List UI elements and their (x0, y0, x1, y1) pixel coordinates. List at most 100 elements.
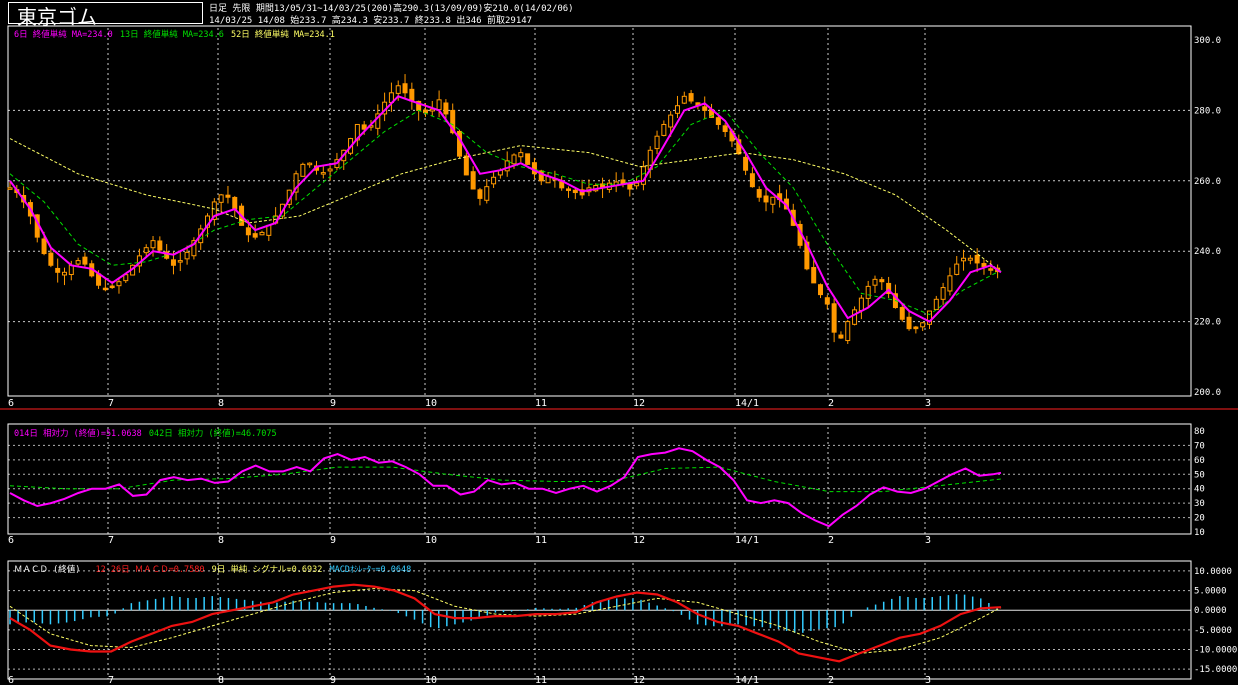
rsi-xtick-4: 10 (425, 535, 437, 546)
rsi-ytick-1: 70 (1194, 441, 1205, 451)
rsi-panel-frame (7, 423, 1192, 535)
candle-body (293, 173, 299, 193)
candle-body (872, 278, 878, 286)
ma6-line (9, 95, 1002, 323)
candle-body (756, 189, 762, 198)
candle-body (865, 285, 871, 299)
candle-body (954, 263, 960, 275)
candle-body (674, 105, 680, 114)
candles-group (7, 74, 1001, 345)
candle-body (429, 108, 435, 112)
rsi-xtick-5: 11 (535, 535, 547, 546)
candle-body (559, 181, 565, 189)
candle-body (525, 153, 531, 165)
candle-body (7, 187, 13, 190)
candle-body (150, 240, 156, 249)
candle-body (702, 106, 708, 111)
macd-ytick-2: 0.0000 (1194, 606, 1227, 616)
legend-macd-signal: 9日 単純 シグナル=0.6932 (211, 565, 323, 575)
candle-body (259, 231, 265, 236)
rsi-xtick-8: 2 (828, 535, 834, 546)
macd-legend: ＭＡＣＤ (終値) 12-26日 ＭＡＣＤ=0.7580 9日 単純 シグナル=… (14, 563, 413, 575)
candle-body (170, 259, 176, 266)
rsi42-line (9, 466, 1002, 493)
candle-body (627, 183, 633, 190)
rsi-xtick-6: 12 (633, 535, 645, 546)
candle-body (981, 263, 987, 267)
candle-body (668, 114, 674, 128)
macd-ytick-5: -15.0000 (1194, 665, 1237, 675)
candle-body (218, 194, 224, 203)
candle-body (409, 88, 415, 102)
candle-body (157, 240, 163, 251)
macd-ytick-4: -10.0000 (1194, 646, 1237, 656)
candle-body (504, 160, 510, 172)
candle-body (879, 279, 885, 283)
candle-body (245, 227, 251, 236)
macd-xtick-6: 12 (633, 675, 645, 685)
candle-body (191, 240, 197, 257)
candle-body (361, 124, 367, 130)
macd-xtick-9: 3 (925, 675, 931, 685)
price-xtick-1: 7 (108, 398, 114, 409)
candle-body (82, 256, 88, 265)
legend-ma13: 13日 終値単純 MA=234.6 (119, 30, 224, 40)
rsi-ytick-7: 10 (1194, 528, 1205, 538)
candle-body (184, 251, 190, 260)
candle-body (988, 268, 994, 271)
candle-body (109, 285, 115, 289)
rsi-ytick-4: 40 (1194, 485, 1205, 495)
macd-signal-line (9, 588, 1002, 654)
candle-body (538, 170, 544, 182)
macd-xtick-7: 14/1 (735, 675, 759, 685)
ma52-line (9, 138, 1002, 273)
macd-xtick-3: 9 (330, 675, 336, 685)
candle-body (102, 287, 108, 291)
candle-body (68, 264, 74, 276)
candle-body (518, 152, 524, 158)
candle-body (852, 309, 858, 325)
candle-body (300, 163, 306, 177)
candle-body (566, 188, 572, 191)
price-xtick-5: 11 (535, 398, 547, 409)
price-legend: 6日 終値単純 MA=234.0 13日 終値単純 MA=234.6 52日 終… (14, 28, 337, 40)
candle-body (511, 154, 517, 165)
macd-xtick-1: 7 (108, 675, 114, 685)
candle-body (572, 189, 578, 194)
candle-body (763, 195, 769, 203)
price-xtick-9: 3 (925, 398, 931, 409)
rsi-xtick-1: 7 (108, 535, 114, 546)
candle-body (634, 182, 640, 187)
candle-body (926, 310, 932, 325)
instrument-title: 東京ゴム (17, 5, 97, 29)
candle-body (48, 252, 54, 266)
candle-body (715, 117, 721, 125)
candle-body (933, 298, 939, 310)
candle-body (818, 284, 824, 296)
rsi-xtick-3: 9 (330, 535, 336, 546)
candle-body (470, 171, 476, 190)
macd-xtick-8: 2 (828, 675, 834, 685)
candle-body (743, 156, 749, 171)
rsi-xtick-0: 6 (8, 535, 14, 546)
candle-body (211, 201, 217, 220)
candle-body (450, 109, 456, 134)
legend-macd-title: ＭＡＣＤ (終値) (14, 565, 81, 575)
rsi-ytick-0: 80 (1194, 427, 1205, 437)
price-ytick-1: 280.0 (1194, 106, 1221, 116)
price-ytick-3: 240.0 (1194, 247, 1221, 257)
candle-body (838, 334, 844, 339)
rsi-ytick-5: 30 (1194, 499, 1205, 509)
header-info-line2: 14/03/25 14/08 始233.7 高234.3 安233.7 終233… (209, 16, 533, 26)
candle-body (252, 233, 258, 238)
macd-panel-frame (7, 560, 1192, 680)
candle-body (940, 287, 946, 300)
candle-body (661, 123, 667, 136)
candle-body (477, 189, 483, 199)
rsi-xtick-7: 14/1 (735, 535, 759, 546)
candle-body (327, 168, 333, 172)
candle-body (920, 322, 926, 328)
rsi-xtick-2: 8 (218, 535, 224, 546)
